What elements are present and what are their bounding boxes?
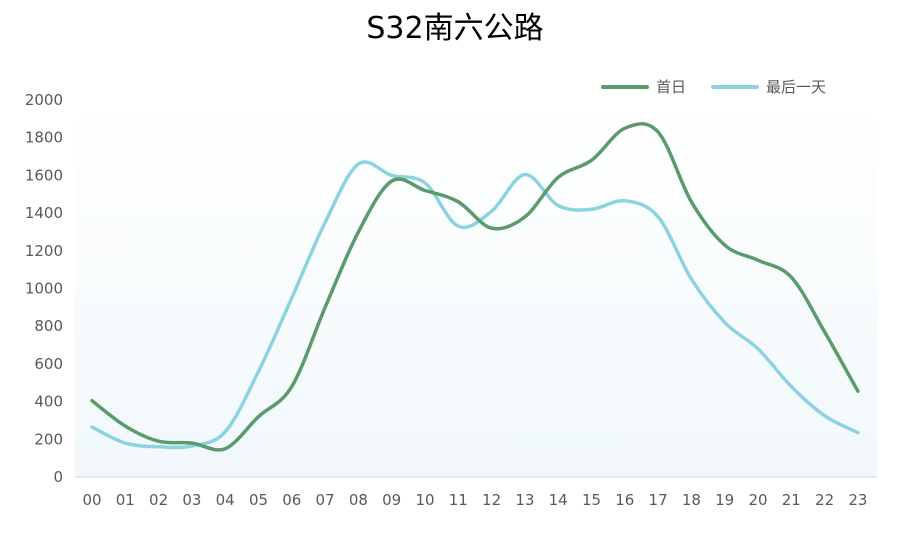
y-tick-label: 1800 bbox=[25, 129, 63, 147]
x-tick-label: 09 bbox=[382, 491, 401, 509]
y-tick-label: 2000 bbox=[25, 91, 63, 109]
x-tick-label: 07 bbox=[316, 491, 335, 509]
legend-label: 最后一天 bbox=[766, 78, 826, 96]
x-tick-label: 01 bbox=[116, 491, 135, 509]
x-tick-label: 06 bbox=[282, 491, 301, 509]
x-tick-label: 17 bbox=[649, 491, 668, 509]
x-tick-label: 18 bbox=[682, 491, 701, 509]
y-tick-label: 1200 bbox=[25, 242, 63, 260]
x-tick-label: 19 bbox=[715, 491, 734, 509]
y-tick-label: 200 bbox=[34, 430, 63, 448]
x-tick-label: 00 bbox=[82, 491, 101, 509]
series-layer bbox=[90, 122, 860, 452]
plot-area-background bbox=[75, 100, 877, 477]
x-tick-label: 15 bbox=[582, 491, 601, 509]
x-tick-label: 10 bbox=[415, 491, 434, 509]
legend: 首日 最后一天 bbox=[601, 78, 826, 96]
x-tick-label: 03 bbox=[182, 491, 201, 509]
x-tick-label: 11 bbox=[449, 491, 468, 509]
x-tick-label: 12 bbox=[482, 491, 501, 509]
series-line-1 bbox=[90, 160, 860, 450]
y-tick-label: 400 bbox=[34, 393, 63, 411]
legend-label: 首日 bbox=[656, 78, 686, 96]
x-tick-label: 21 bbox=[782, 491, 801, 509]
x-tick-label: 04 bbox=[216, 491, 235, 509]
y-axis: 0 200 400 600 800 1000 1200 1400 1600 1800 2000 bbox=[25, 91, 63, 486]
x-tick-label: 22 bbox=[815, 491, 834, 509]
x-tick-label: 08 bbox=[349, 491, 368, 509]
x-tick-label: 23 bbox=[848, 491, 867, 509]
y-tick-label: 1600 bbox=[25, 166, 63, 184]
x-axis: 00 01 02 03 04 05 06 07 08 09 10 11 12 13 14 15 16 17 18 19… bbox=[75, 476, 877, 509]
x-tick-label: 13 bbox=[515, 491, 534, 509]
x-tick-label: 05 bbox=[249, 491, 268, 509]
x-tick-label: 14 bbox=[549, 491, 568, 509]
x-tick-label: 16 bbox=[615, 491, 634, 509]
y-tick-label: 1000 bbox=[25, 280, 63, 298]
x-tick-label: 20 bbox=[748, 491, 767, 509]
chart-title: S32南六公路 bbox=[366, 11, 543, 46]
y-tick-label: 800 bbox=[34, 317, 63, 335]
y-tick-label: 1400 bbox=[25, 204, 63, 222]
series-line-0 bbox=[90, 122, 860, 452]
y-tick-label: 600 bbox=[34, 355, 63, 373]
y-tick-label: 0 bbox=[53, 468, 63, 486]
x-tick-label: 02 bbox=[149, 491, 168, 509]
